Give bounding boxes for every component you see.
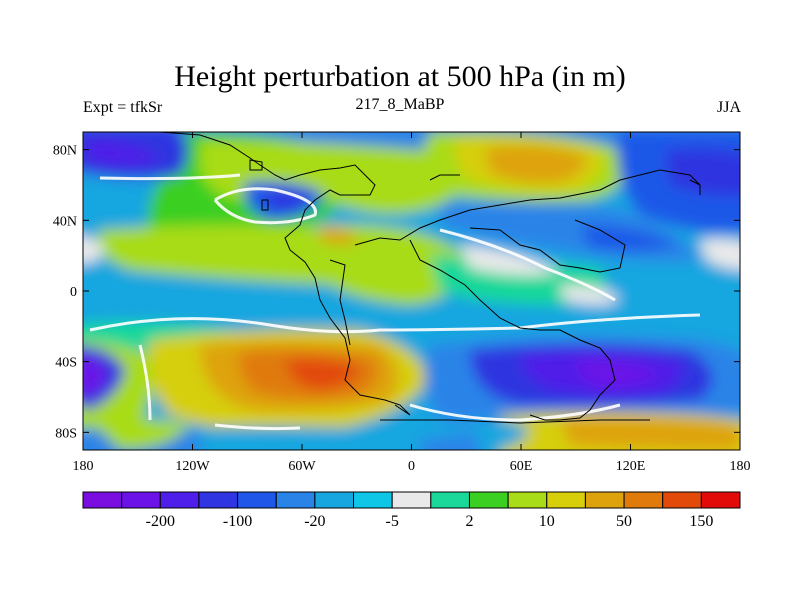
y-tick-label: 80S <box>55 426 77 441</box>
season-label: JJA <box>716 99 741 116</box>
colorbar-swatch <box>700 491 741 509</box>
y-tick-label: 40N <box>53 214 77 229</box>
y-tick-label: 80N <box>53 144 77 159</box>
coastlines <box>159 132 701 424</box>
colorbar-swatch <box>584 491 625 509</box>
colorbar-swatch <box>546 491 586 509</box>
run-label: 217_8_MaBP <box>355 96 445 113</box>
colorbar-label: -200 <box>146 513 175 530</box>
y-tick-label: 40S <box>55 356 77 371</box>
x-tick-label: 180 <box>730 459 751 474</box>
colorbar-swatch <box>623 491 664 509</box>
colorbar-swatch <box>468 491 509 509</box>
colorbar-label: -20 <box>304 513 325 530</box>
colorbar-swatch <box>121 491 161 509</box>
x-tick-label: 60E <box>510 459 533 474</box>
colorbar-swatch <box>314 491 355 509</box>
colorbar-label: 50 <box>616 513 632 530</box>
x-axis: 180 120W 60W 0 60E 120E 180 <box>73 132 751 474</box>
colorbar: -200 -100 -20 -5 2 10 50 150 <box>82 491 741 530</box>
colorbar-label: -100 <box>223 513 252 530</box>
colorbar-swatch <box>353 491 393 509</box>
colorbar-label: -5 <box>386 513 399 530</box>
colorbar-swatch <box>430 491 470 509</box>
x-tick-label: 180 <box>73 459 94 474</box>
colorbar-swatch <box>198 491 239 509</box>
colorbar-label: 10 <box>539 513 555 530</box>
colorbar-label: 150 <box>689 513 713 530</box>
y-axis: 80N 40N 0 40S 80S <box>53 144 740 441</box>
colorbar-swatch <box>159 491 200 509</box>
x-tick-label: 120W <box>175 459 210 474</box>
figure-title: Height perturbation at 500 hPa (in m) <box>174 60 626 93</box>
x-tick-label: 120E <box>616 459 646 474</box>
colorbar-swatch <box>391 491 432 509</box>
colorbar-swatch <box>237 491 277 509</box>
colorbar-swatch <box>82 491 123 509</box>
colorbar-swatch <box>662 491 702 509</box>
colorbar-swatch <box>275 491 316 509</box>
colorbar-label: 2 <box>465 513 473 530</box>
x-tick-label: 60W <box>288 459 316 474</box>
contour-field <box>83 132 740 450</box>
colorbar-swatch <box>507 491 548 509</box>
x-tick-label: 0 <box>408 459 415 474</box>
experiment-label: Expt = tfkSr <box>83 99 163 116</box>
y-tick-label: 0 <box>70 285 77 300</box>
